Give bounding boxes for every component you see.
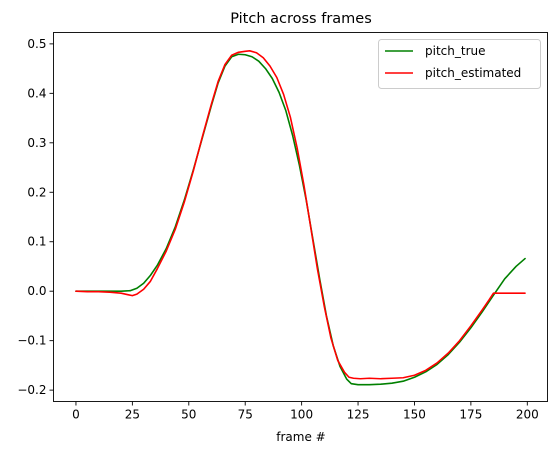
x-tick-label: 75 [238, 408, 253, 422]
y-tick-label: 0.1 [27, 235, 46, 249]
x-tick-label: 125 [347, 408, 370, 422]
legend-box [378, 39, 541, 89]
legend-label-pitch-estimated: pitch_estimated [425, 66, 521, 80]
x-tick-label: 150 [403, 408, 426, 422]
x-axis: 0 25 50 75 100 125 150 175 200 [72, 401, 539, 422]
series-line-pitch-estimated [75, 50, 526, 380]
x-tick-label: 175 [459, 408, 482, 422]
y-tick-label: 0.5 [27, 37, 46, 51]
y-axis: −0.2 −0.1 0.0 0.1 0.2 0.3 0.4 0.5 [17, 37, 54, 397]
y-tick-label: −0.1 [17, 334, 46, 348]
y-tick-label: 0.3 [27, 136, 46, 150]
y-tick-label: 0.4 [27, 86, 46, 100]
series-line-pitch-true [75, 53, 526, 386]
y-tick-label: 0.2 [27, 185, 46, 199]
x-axis-label: frame # [276, 430, 325, 444]
x-tick-label: 200 [516, 408, 539, 422]
plot-lines [75, 50, 526, 386]
x-tick-label: 50 [181, 408, 196, 422]
chart-title: Pitch across frames [230, 11, 372, 27]
legend-label-pitch-true: pitch_true [425, 44, 486, 58]
y-tick-label: 0.0 [27, 284, 46, 298]
x-tick-label: 100 [290, 408, 313, 422]
legend: pitch_true pitch_estimated [378, 39, 541, 89]
y-tick-label: −0.2 [17, 383, 46, 397]
x-tick-label: 0 [72, 408, 80, 422]
plot-frame [53, 32, 548, 402]
x-tick-label: 25 [125, 408, 140, 422]
